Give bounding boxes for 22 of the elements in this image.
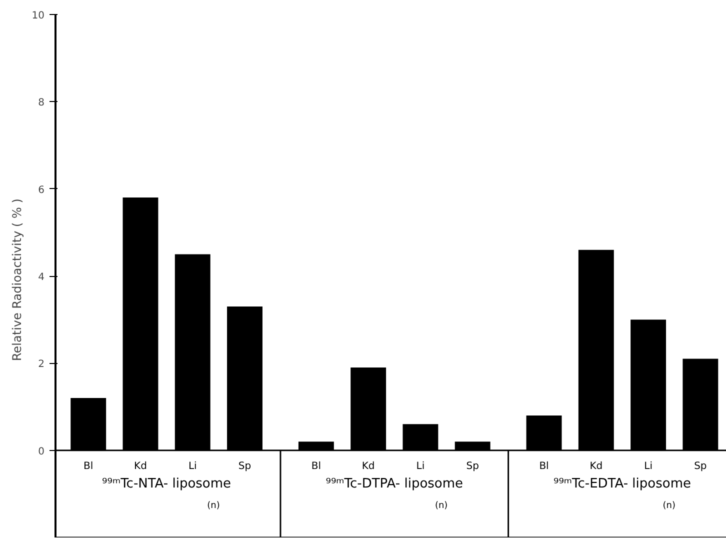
text: ⁹⁹ᵐTc-DTPA- liposome (n) — [326, 476, 464, 511]
x-tick-label: Kd — [134, 460, 147, 472]
x-tick-label: Li — [644, 460, 652, 472]
text: ⁹⁹ᵐTc-EDTA- liposome (n) — [553, 476, 691, 511]
x-tick-label: Li — [188, 460, 197, 472]
x-tick-label: Sp — [466, 460, 479, 472]
x-tick-label: Kd — [590, 460, 603, 472]
y-axis-title: Relative Radioactivity ( % ) — [10, 198, 24, 361]
y-tick-label: 8 — [38, 98, 45, 109]
y-tick-label: 6 — [38, 184, 45, 196]
x-tick-label: Sp — [694, 460, 707, 472]
x-tick-label: Kd — [362, 460, 375, 472]
x-tick-label: Li — [416, 460, 425, 472]
x-tick-label: Bl — [539, 460, 549, 472]
x-tick-label: Bl — [311, 460, 322, 472]
y-tick-label: 0 — [38, 446, 45, 458]
x-tick-label: Sp — [238, 460, 252, 472]
x-tick-label: Bl — [84, 460, 94, 472]
text: ⁹⁹ᵐTc-NTA- liposome (n) — [102, 476, 232, 511]
y-tick-label: 10 — [32, 10, 45, 22]
y-tick-label: 2 — [38, 359, 45, 370]
y-tick-label: 4 — [38, 272, 45, 283]
